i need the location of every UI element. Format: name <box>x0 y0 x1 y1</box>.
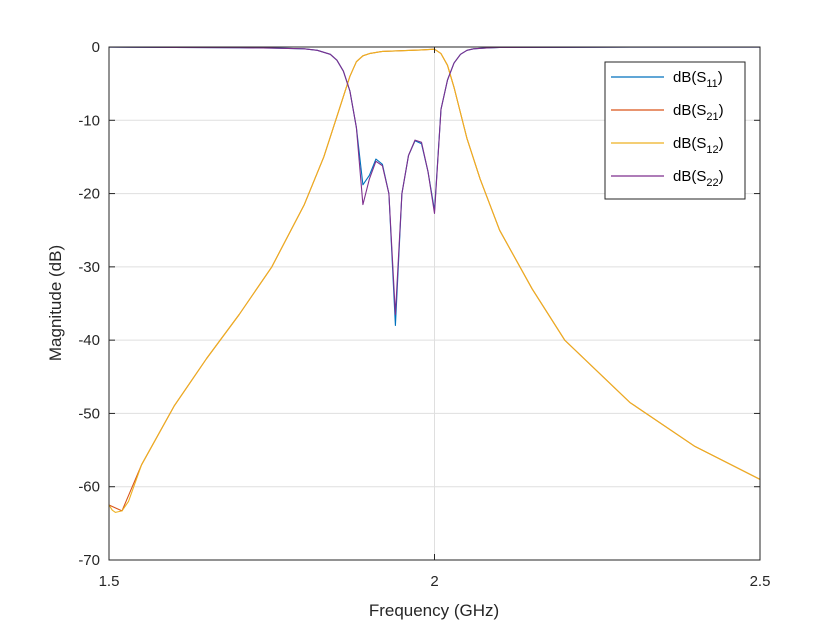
legend-label-subscript: 12 <box>706 144 718 156</box>
legend-label-end: ) <box>719 168 724 185</box>
legend-label-subscript: 21 <box>706 111 718 123</box>
legend-label-base: dB(S <box>673 135 706 152</box>
series-layer <box>108 46 761 513</box>
y-tick-label: 0 <box>92 39 100 56</box>
legend-label-base: dB(S <box>673 69 706 86</box>
y-tick-label: -30 <box>78 259 100 276</box>
legend-label-end: ) <box>718 69 723 86</box>
x-tick-label: 2.5 <box>750 573 771 590</box>
legend-label-end: ) <box>719 102 724 119</box>
ticks <box>108 46 761 561</box>
y-tick-label: -60 <box>78 479 100 496</box>
y-tick-label: -40 <box>78 332 100 349</box>
legend-label-22: dB(S22) <box>673 168 724 189</box>
legend-label-subscript: 11 <box>706 78 717 90</box>
x-axis-label: Frequency (GHz) <box>369 601 499 620</box>
legend: dB(S11)dB(S21)dB(S12)dB(S22) <box>604 61 746 200</box>
y-tick-label: -70 <box>78 552 100 569</box>
tick-labels: 0 -10 -20 -30 -40 -50 -60 -70 1.5 2 2.5 <box>78 39 770 590</box>
y-tick-label: -20 <box>78 186 100 203</box>
series-line-12 <box>108 48 761 513</box>
x-tick-label: 1.5 <box>99 573 120 590</box>
y-tick-label: -10 <box>78 112 100 129</box>
y-tick-label: -50 <box>78 405 100 422</box>
legend-label-end: ) <box>719 135 724 152</box>
legend-label-base: dB(S <box>673 102 706 119</box>
legend-label-12: dB(S12) <box>673 135 724 156</box>
legend-label-subscript: 22 <box>706 177 718 189</box>
legend-label-21: dB(S21) <box>673 102 724 123</box>
legend-label-base: dB(S <box>673 168 706 185</box>
x-tick-label: 2 <box>430 573 438 590</box>
legend-label-11: dB(S11) <box>673 69 723 90</box>
y-axis-label: Magnitude (dB) <box>46 245 65 361</box>
series-line-22 <box>108 46 761 316</box>
